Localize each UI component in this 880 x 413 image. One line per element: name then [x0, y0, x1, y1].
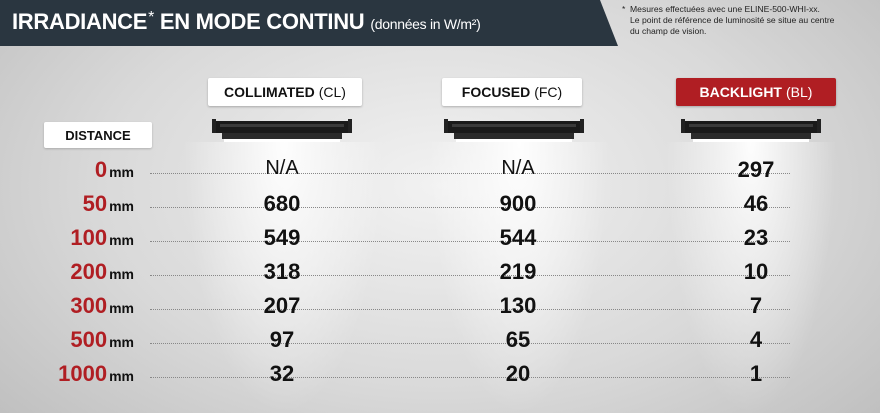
title-subtitle: EN MODE CONTINU: [159, 9, 365, 34]
beam-collimated: [184, 142, 384, 413]
value-backlight: 46: [743, 191, 769, 216]
distance-unit: mm: [109, 266, 134, 282]
value-backlight: 10: [743, 259, 769, 284]
row-leader: [150, 275, 790, 276]
distance-unit: mm: [109, 232, 134, 248]
title-text: IRRADIANCE: [12, 9, 148, 34]
title-units: (données in W/m²): [370, 16, 481, 32]
distance-unit: mm: [109, 198, 134, 214]
footnote: * Mesures effectuées avec une ELINE-500-…: [622, 4, 878, 37]
column-abbr: (FC): [534, 84, 563, 100]
value-collimated: 318: [263, 259, 301, 284]
table-row: 200 mm 318 219 10: [0, 259, 880, 293]
column-abbr: (CL): [318, 84, 346, 100]
value-collimated: 97: [269, 327, 295, 352]
table-row: 50 mm 680 900 46: [0, 191, 880, 225]
value-backlight: 4: [749, 327, 763, 352]
row-leader: [150, 241, 790, 242]
light-fixture-icon: [681, 119, 821, 142]
column-name: BACKLIGHT: [699, 84, 782, 100]
distance-cell: 300 mm: [70, 293, 134, 319]
light-fixture-icon: [212, 119, 352, 142]
column-header-collimated: COLLIMATED (CL): [208, 78, 362, 106]
distance-unit: mm: [109, 368, 134, 384]
row-leader: [150, 207, 790, 208]
distance-unit: mm: [109, 300, 134, 316]
distance-value: 100: [70, 225, 108, 250]
value-collimated: 549: [263, 225, 301, 250]
value-backlight: 297: [737, 157, 775, 182]
value-focused: 65: [505, 327, 531, 352]
value-collimated: 32: [269, 361, 295, 386]
distance-unit: mm: [109, 164, 134, 180]
table-row: 100 mm 549 544 23: [0, 225, 880, 259]
value-backlight: 7: [749, 293, 763, 318]
beam-focused: [429, 142, 609, 413]
value-focused: 544: [499, 225, 537, 250]
value-collimated: 207: [263, 293, 301, 318]
table-row: 0 mm N/A N/A 297: [0, 157, 880, 191]
value-collimated: N/A: [265, 157, 299, 179]
footnote-line-1: Mesures effectuées avec une ELINE-500-WH…: [630, 4, 820, 14]
row-leader: [150, 173, 790, 174]
value-focused: 900: [499, 191, 537, 216]
title-asterisk: *: [148, 9, 155, 26]
distance-cell: 100 mm: [70, 225, 134, 251]
row-leader: [150, 343, 790, 344]
column-abbr: (BL): [785, 84, 813, 100]
distance-cell: 50 mm: [83, 191, 134, 217]
light-fixture-icon: [444, 119, 584, 142]
header-shape: [0, 0, 618, 46]
distance-header: DISTANCE: [44, 122, 152, 148]
table-row: 300 mm 207 130 7: [0, 293, 880, 327]
column-name: FOCUSED: [461, 84, 531, 100]
value-focused: 130: [499, 293, 537, 318]
value-collimated: 680: [263, 191, 301, 216]
value-backlight: 1: [749, 361, 763, 386]
column-header-backlight: BACKLIGHT (BL): [676, 78, 836, 106]
value-focused: N/A: [501, 157, 535, 179]
footnote-line-2: Le point de référence de luminosité se s…: [630, 15, 835, 25]
distance-cell: 0 mm: [95, 157, 134, 183]
value-focused: 20: [505, 361, 531, 386]
value-backlight: 23: [743, 225, 769, 250]
distance-value: 1000: [58, 361, 108, 386]
page-title: IRRADIANCE* EN MODE CONTINU (données in W…: [12, 9, 481, 35]
footnote-asterisk: *: [622, 4, 626, 14]
row-leader: [150, 377, 790, 378]
distance-value: 500: [70, 327, 108, 352]
column-header-focused: FOCUSED (FC): [442, 78, 582, 106]
distance-cell: 1000 mm: [58, 361, 134, 387]
beam-backlight: [666, 142, 836, 413]
row-leader: [150, 309, 790, 310]
table-row: 500 mm 97 65 4: [0, 327, 880, 361]
distance-unit: mm: [109, 334, 134, 350]
value-focused: 219: [499, 259, 537, 284]
table-row: 1000 mm 32 20 1: [0, 361, 880, 395]
column-name: COLLIMATED: [224, 84, 315, 100]
distance-cell: 500 mm: [70, 327, 134, 353]
header-banner: IRRADIANCE* EN MODE CONTINU (données in W…: [0, 0, 880, 46]
distance-cell: 200 mm: [70, 259, 134, 285]
distance-value: 200: [70, 259, 108, 284]
distance-value: 0: [94, 157, 108, 182]
footnote-line-3: du champ de vision.: [630, 26, 707, 36]
distance-value: 50: [82, 191, 108, 216]
distance-value: 300: [70, 293, 108, 318]
